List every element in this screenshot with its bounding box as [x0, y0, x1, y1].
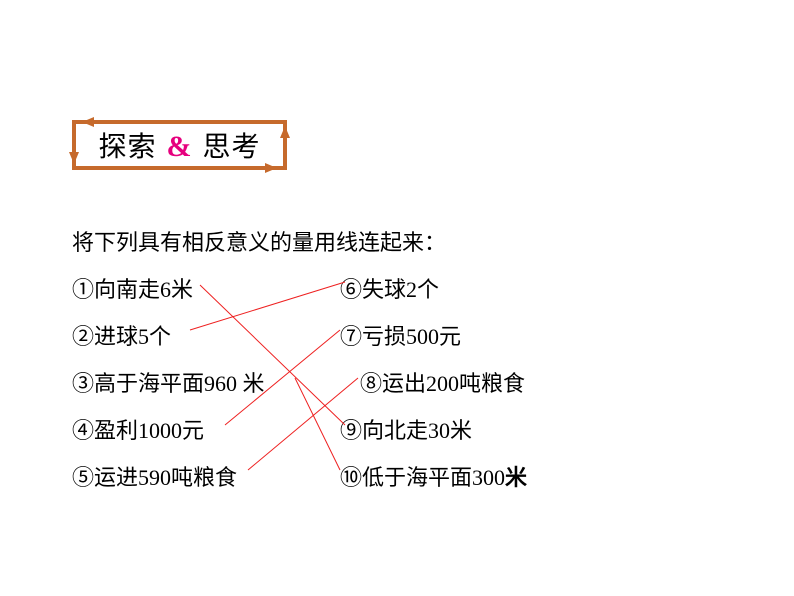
left-item: ①向南走6米 — [72, 272, 193, 304]
left-item: ③高于海平面960 米 — [72, 366, 265, 398]
left-item: ④盈利1000元 — [72, 413, 204, 445]
left-item: ②进球5个 — [72, 319, 171, 351]
right-item: ⑧运出200吨粮食 — [360, 366, 525, 398]
question-text: 将下列具有相反意义的量用线连起来： — [72, 225, 446, 257]
title-box: 探索 & 思考 — [72, 120, 287, 170]
title-part1: 探索 — [98, 132, 156, 163]
right-item: ⑥失球2个 — [340, 272, 439, 304]
ampersand-icon: & — [167, 130, 193, 163]
right-item: ⑨向北走30米 — [340, 413, 472, 445]
title-part2: 思考 — [203, 132, 261, 163]
right-item: ⑩低于海平面300米 — [340, 460, 527, 492]
left-item: ⑤运进590吨粮食 — [72, 460, 237, 492]
right-item: ⑦亏损500元 — [340, 319, 461, 351]
title-text: 探索 & 思考 — [98, 125, 260, 165]
